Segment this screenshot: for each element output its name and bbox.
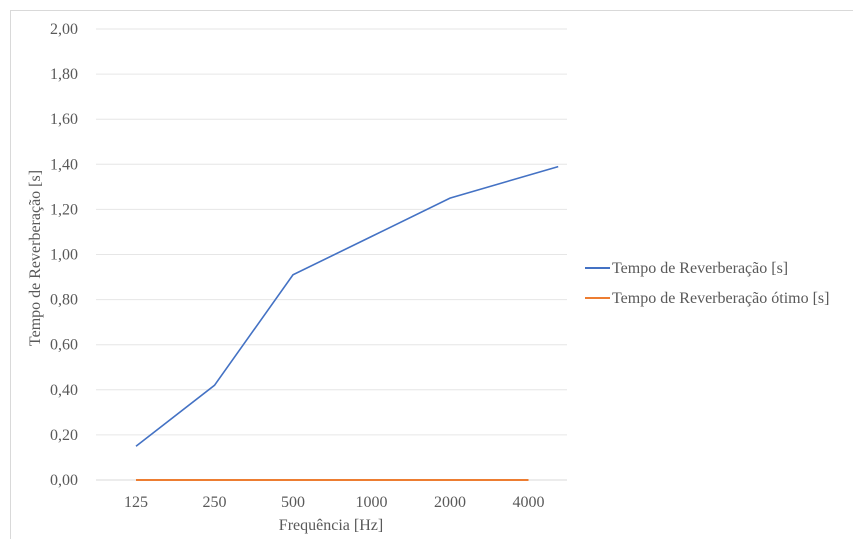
- y-tick-labels: 0,00 0,20 0,40 0,60 0,80 1,00 1,20 1,40 1,60 1,80…: [50, 21, 78, 489]
- legend: Tempo de Reverberação [s] Tempo de Rever…: [585, 260, 829, 307]
- x-axis-title: Frequência [Hz]: [279, 517, 383, 534]
- y-tick-label: 0,20: [50, 427, 78, 444]
- series-line-1: [135, 165, 559, 447]
- y-tick-label: 0,00: [50, 472, 78, 489]
- legend-label-series-2: Tempo de Reverberação ótimo [s]: [612, 290, 829, 307]
- y-tick-label: 2,00: [50, 21, 78, 38]
- x-tick-label: 4000: [513, 494, 545, 511]
- x-tick-label: 500: [281, 494, 305, 511]
- y-axis-title: Tempo de Reverberação [s]: [27, 170, 44, 346]
- legend-label-series-1: Tempo de Reverberação [s]: [612, 260, 788, 277]
- x-tick-label: 2000: [434, 494, 466, 511]
- grid-lines: [96, 28, 567, 481]
- y-tick-label: 1,00: [50, 247, 78, 264]
- x-tick-label: 1000: [356, 494, 388, 511]
- x-tick-label: 125: [124, 494, 148, 511]
- y-tick-label: 1,20: [50, 201, 78, 218]
- y-tick-label: 1,60: [50, 111, 78, 128]
- y-tick-label: 0,80: [50, 292, 78, 309]
- series-lines: [135, 165, 559, 481]
- x-tick-label: 250: [203, 494, 227, 511]
- y-tick-label: 0,60: [50, 337, 78, 354]
- y-tick-label: 1,80: [50, 66, 78, 83]
- chart-frame: [10, 10, 853, 539]
- x-tick-labels: 125 250 500 1000 2000 4000: [124, 494, 545, 511]
- y-tick-label: 1,40: [50, 156, 78, 173]
- y-tick-label: 0,40: [50, 382, 78, 399]
